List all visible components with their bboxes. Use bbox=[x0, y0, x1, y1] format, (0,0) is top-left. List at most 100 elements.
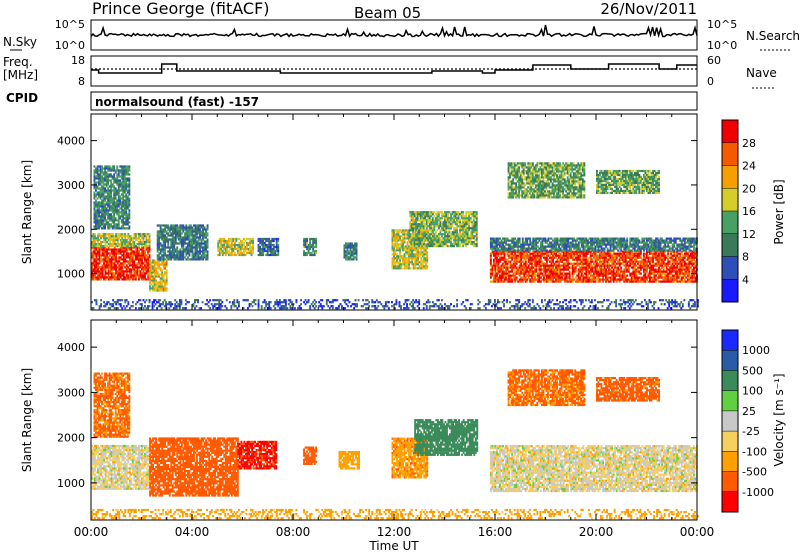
power-cell bbox=[352, 248, 355, 251]
power-cell bbox=[174, 228, 177, 231]
power-cell bbox=[159, 277, 162, 280]
power-cell bbox=[424, 245, 427, 248]
power-cell bbox=[108, 169, 111, 172]
power-cell bbox=[104, 177, 106, 180]
power-cell bbox=[472, 241, 475, 244]
power-cell bbox=[92, 235, 95, 238]
power-cell bbox=[108, 199, 111, 202]
power-cell bbox=[565, 274, 568, 277]
power-cell bbox=[149, 287, 151, 290]
power-cell bbox=[126, 217, 129, 220]
power-cell bbox=[95, 258, 98, 261]
power-cell bbox=[159, 230, 162, 233]
power-cell bbox=[156, 271, 159, 274]
power-cell bbox=[110, 213, 113, 216]
power-cell bbox=[444, 233, 446, 236]
power-cell bbox=[104, 252, 107, 255]
power-cell bbox=[176, 242, 179, 245]
power-cell bbox=[188, 250, 191, 253]
power-cell bbox=[112, 276, 115, 279]
power-cell bbox=[205, 234, 207, 237]
power-cell bbox=[97, 272, 99, 275]
power-cell bbox=[397, 237, 400, 240]
power-cell bbox=[183, 238, 186, 241]
power-cell bbox=[114, 209, 117, 212]
power-cell bbox=[91, 245, 93, 248]
power-cell bbox=[147, 258, 149, 261]
power-cell bbox=[144, 274, 146, 277]
power-cell bbox=[156, 261, 159, 264]
power-cell bbox=[307, 245, 310, 249]
power-cell bbox=[92, 233, 95, 236]
power-cell bbox=[167, 234, 170, 237]
power-cell bbox=[127, 243, 130, 246]
power-cell bbox=[171, 246, 174, 249]
power-cell bbox=[136, 270, 139, 273]
power-cell bbox=[105, 221, 108, 224]
power-cell bbox=[116, 245, 119, 248]
power-cell bbox=[116, 237, 119, 240]
power-cell bbox=[117, 213, 120, 216]
power-cell bbox=[127, 256, 130, 259]
power-cell bbox=[180, 232, 183, 235]
power-cell bbox=[144, 252, 146, 255]
power-cell bbox=[262, 239, 265, 243]
power-cell bbox=[122, 243, 125, 246]
power-cell bbox=[199, 236, 201, 239]
power-cell bbox=[117, 221, 120, 224]
power-cell bbox=[190, 258, 192, 261]
power-cell bbox=[120, 227, 123, 230]
power-cell bbox=[104, 237, 107, 240]
power-cell bbox=[559, 266, 562, 269]
power-cell bbox=[418, 227, 421, 230]
power-cell bbox=[123, 165, 126, 168]
power-cell bbox=[116, 181, 119, 184]
power-cell bbox=[313, 245, 316, 249]
power-cell bbox=[102, 205, 105, 208]
power-cell bbox=[500, 254, 503, 257]
power-cell bbox=[103, 278, 105, 281]
power-cell bbox=[268, 241, 271, 245]
power-cell bbox=[122, 274, 125, 277]
power-cell bbox=[354, 248, 356, 251]
power-cell bbox=[155, 275, 157, 278]
power-cell bbox=[125, 245, 128, 248]
power-cell bbox=[138, 276, 140, 279]
power-cell bbox=[393, 251, 395, 254]
power-cell bbox=[420, 267, 423, 270]
power-cell bbox=[127, 233, 130, 236]
power-cell bbox=[110, 181, 113, 184]
power-cell bbox=[260, 253, 263, 257]
power-cell bbox=[126, 223, 129, 226]
power-cell bbox=[92, 252, 95, 255]
power-cell bbox=[421, 267, 424, 270]
power-cell bbox=[343, 256, 346, 259]
power-cell bbox=[193, 236, 195, 239]
power-cell bbox=[180, 246, 183, 249]
power-cell bbox=[159, 287, 162, 290]
power-cell bbox=[202, 248, 204, 251]
power-cell bbox=[125, 264, 128, 267]
power-cell bbox=[159, 244, 162, 247]
power-cell bbox=[111, 185, 114, 188]
power-cell bbox=[235, 243, 238, 247]
power-cell bbox=[402, 245, 404, 248]
power-cell bbox=[125, 213, 128, 216]
power-cell bbox=[98, 270, 101, 273]
power-cell bbox=[250, 249, 253, 253]
power-cell bbox=[197, 242, 200, 245]
power-cell bbox=[144, 256, 146, 259]
power-cell bbox=[98, 258, 101, 261]
power-cell bbox=[103, 239, 105, 242]
power-cell bbox=[133, 245, 136, 248]
power-cell bbox=[145, 237, 148, 240]
power-cell bbox=[122, 169, 125, 172]
power-cell bbox=[134, 254, 137, 257]
power-cell bbox=[506, 262, 509, 265]
power-cell bbox=[402, 229, 404, 232]
power-cell bbox=[127, 270, 130, 273]
power-cell bbox=[93, 169, 96, 172]
power-cell bbox=[400, 235, 403, 238]
power-cell bbox=[107, 215, 110, 218]
power-cell bbox=[126, 195, 129, 198]
